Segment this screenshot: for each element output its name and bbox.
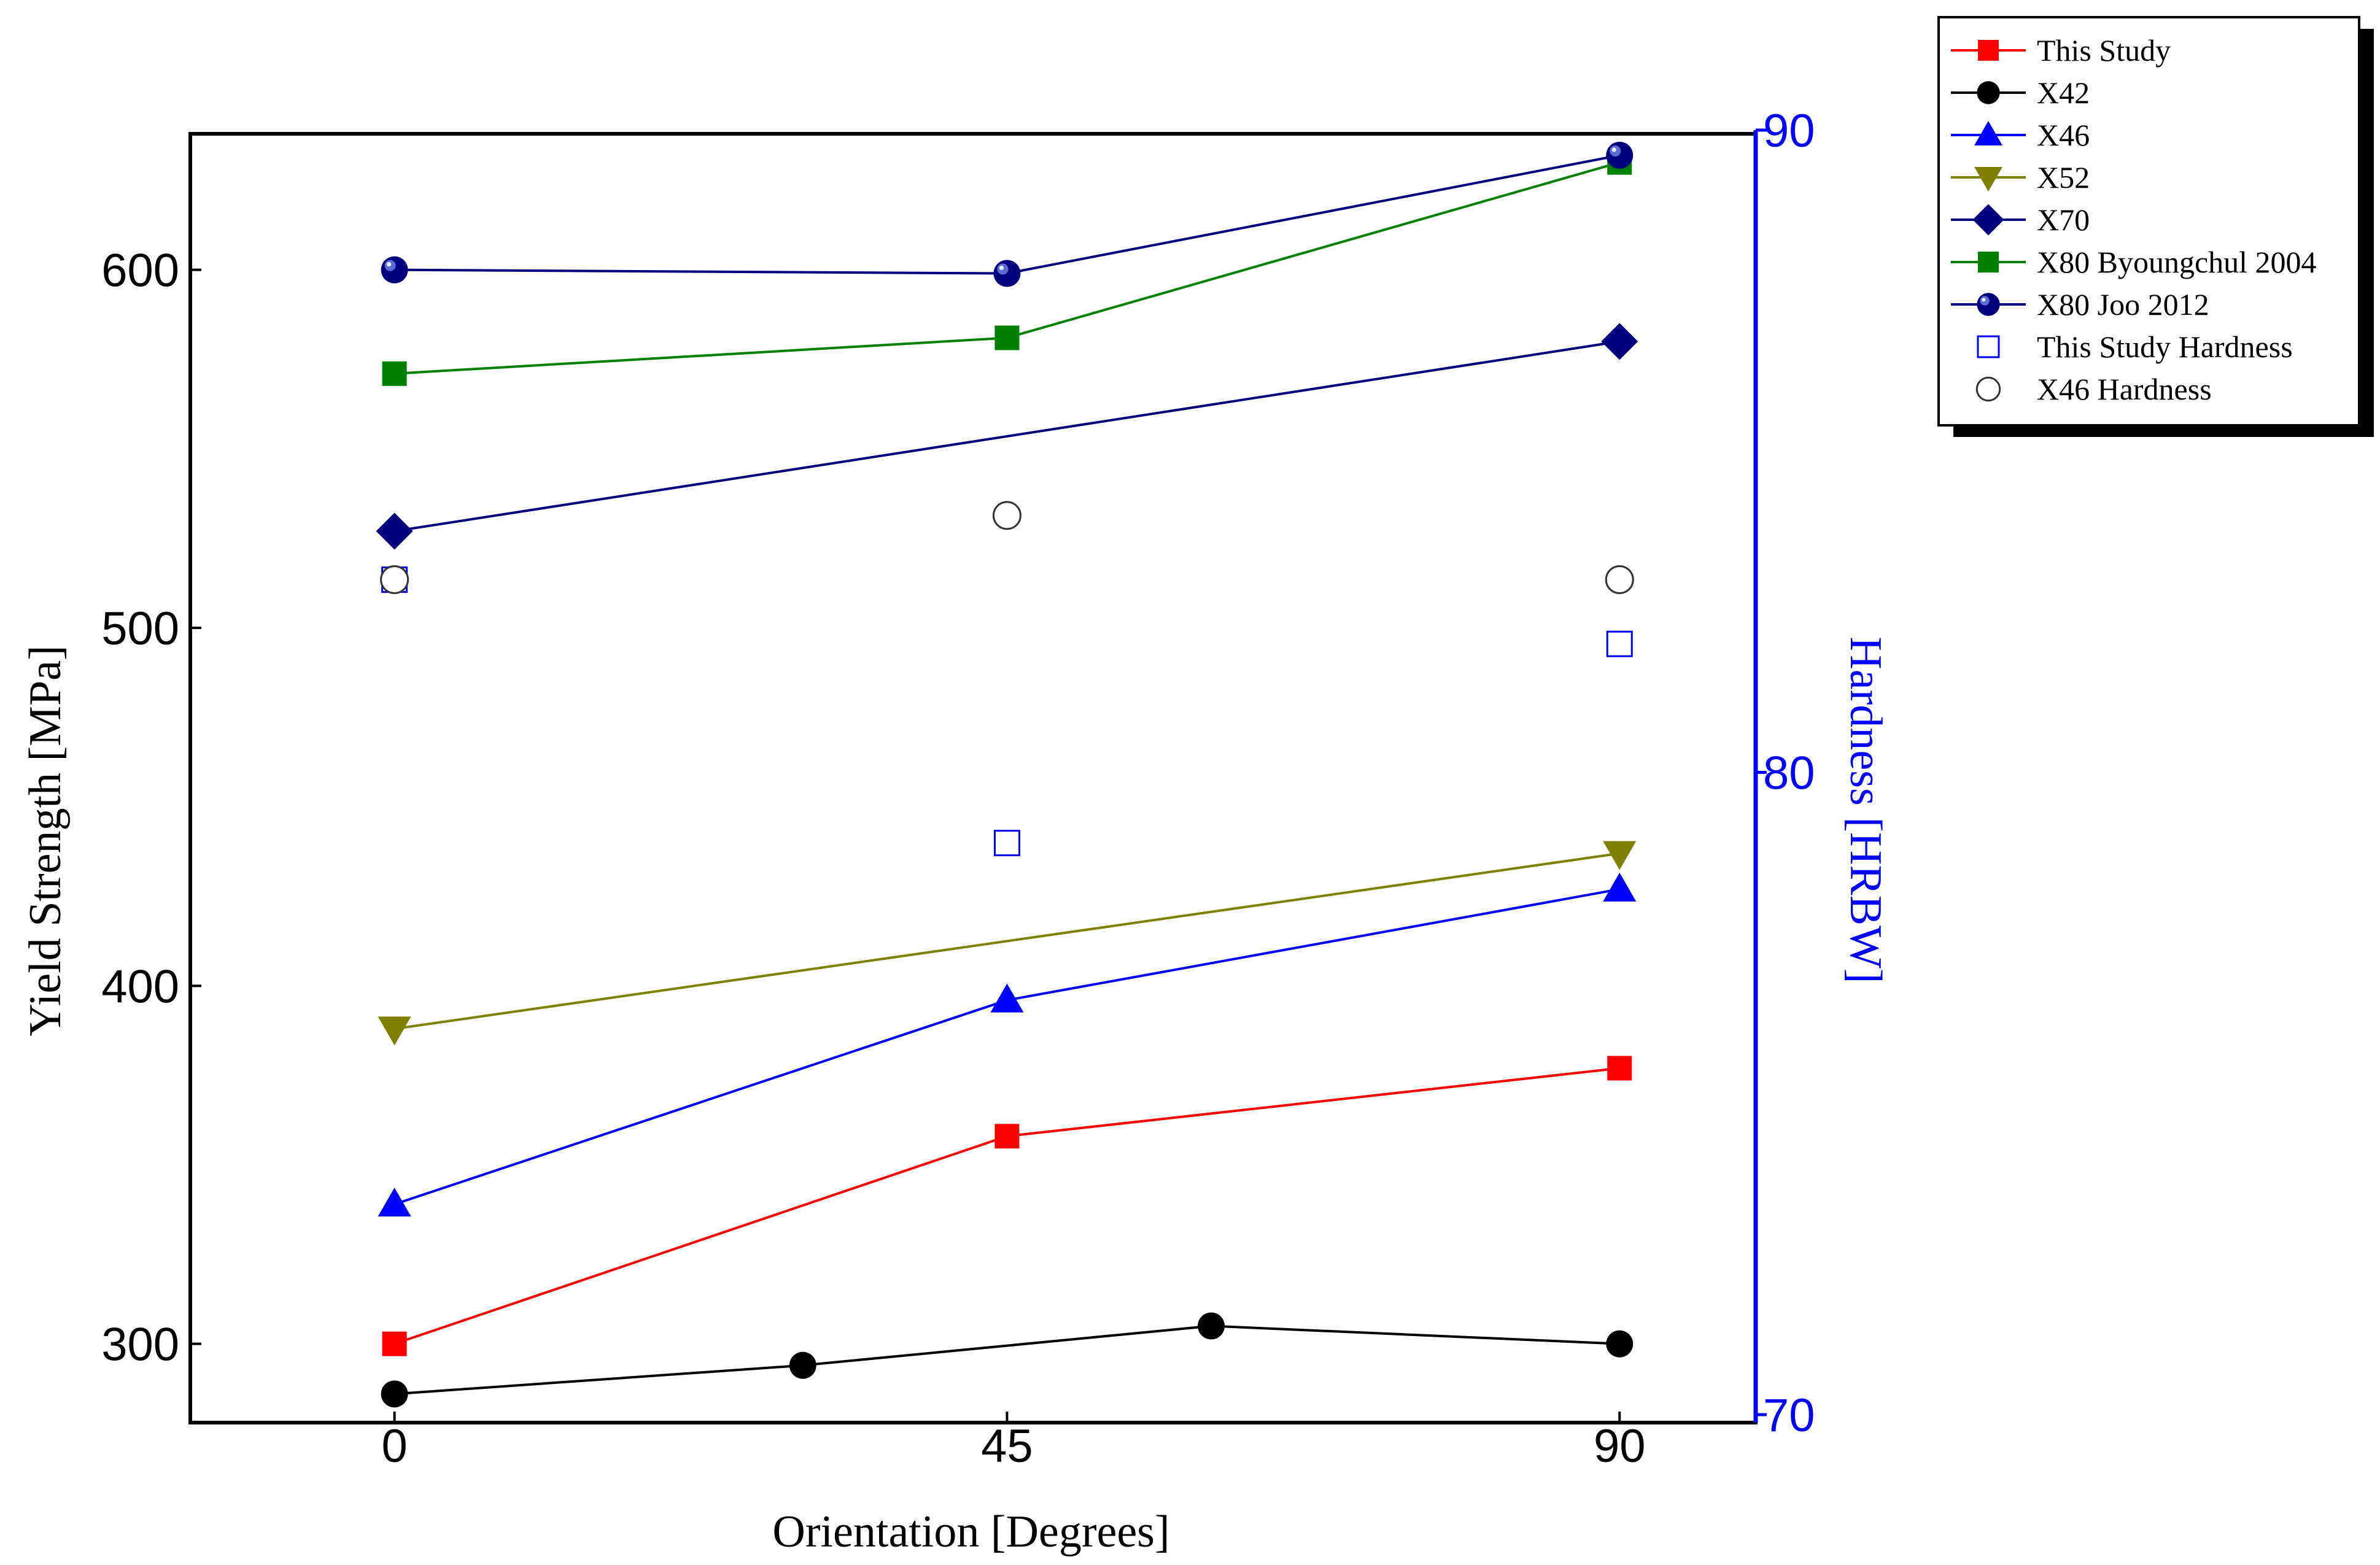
data-point-x80-joo-2012: [381, 256, 408, 284]
y-axis-title: Yield Strength [MPa]: [20, 645, 71, 1036]
legend: This Study X42 X46 X52 X70 X80 Byoungchul 200…: [1937, 16, 2374, 437]
data-point-this-study-hardness: [1606, 630, 1633, 657]
data-point-x46: [378, 1188, 411, 1217]
data-point-x52: [378, 1016, 411, 1046]
x-tick-label: 90: [1594, 1420, 1646, 1472]
legend-box: [1937, 16, 2360, 427]
legend-label: X42: [2037, 75, 2090, 110]
data-point-x42: [1198, 1312, 1225, 1340]
legend-item-x42: X42: [1951, 75, 2090, 110]
legend-item-x46: X46: [1951, 118, 2090, 152]
data-point-x70: [376, 512, 413, 550]
data-point-this-study: [994, 1124, 1020, 1149]
legend-item-x52: X52: [1951, 160, 2090, 195]
legend-marker: [1974, 121, 2002, 145]
series-line-x42: [394, 1324, 1620, 1396]
series-line-x46: [393, 887, 1620, 1206]
legend-marker: [1978, 252, 1999, 272]
data-point-x80-byoungchul-2004: [382, 361, 407, 386]
y-tick-label: 600: [101, 245, 179, 297]
data-point-x46-hardness: [992, 501, 1021, 530]
data-point-x42: [789, 1351, 816, 1379]
legend-marker: [1975, 376, 2001, 402]
data-point-x42: [1606, 1330, 1634, 1358]
data-point-x46: [990, 983, 1024, 1013]
series-line-x52: [394, 852, 1620, 1030]
data-point-x46: [1603, 872, 1637, 902]
y2-tick-label: 80: [1763, 748, 1815, 800]
series-line-this-study: [393, 1067, 1620, 1345]
legend-item-x80-joo-2012: X80 Joo 2012: [1951, 287, 2209, 322]
legend-marker: [1977, 81, 2000, 104]
data-point-x80-joo-2012: [1606, 142, 1634, 169]
legend-marker: [1978, 40, 1999, 61]
data-point-this-study-hardness: [993, 830, 1020, 857]
legend-marker: [1974, 167, 2002, 191]
legend-label: X70: [2037, 203, 2090, 237]
legend-item-x80-byoungchul-2004: X80 Byoungchul 2004: [1951, 245, 2317, 279]
data-point-this-study: [1607, 1056, 1632, 1081]
x-tick-label: 45: [981, 1420, 1033, 1472]
series-line-x70: [394, 340, 1620, 533]
legend-marker: [1977, 335, 2000, 358]
tick-labels: 0 45 90 300 400 500 600 70 80 90: [101, 105, 1815, 1472]
data-point-x42: [381, 1380, 408, 1408]
data-point-x46-hardness: [1605, 565, 1634, 595]
legend-label: X46 Hardness: [2037, 372, 2212, 406]
legend-item-this-study: This Study: [1951, 33, 2171, 68]
legend-label: X80 Joo 2012: [2037, 287, 2209, 322]
y2-tick-label: 90: [1763, 105, 1815, 157]
legend-label: X52: [2037, 160, 2090, 195]
legend-item-x70: X70: [1951, 203, 2090, 237]
data-point-x52: [1603, 841, 1637, 870]
legend-item-this-study-hardness: This Study Hardness: [1977, 330, 2293, 364]
data-point-x80-byoungchul-2004: [994, 325, 1020, 350]
data-point-x70: [1601, 323, 1638, 360]
legend-item-x46-hardness: X46 Hardness: [1975, 372, 2212, 406]
plot-area-frame: [188, 132, 1758, 1424]
legend-marker: [1972, 204, 2004, 236]
data-point-x80-joo-2012: [993, 260, 1021, 287]
y-tick-label: 300: [101, 1319, 179, 1371]
legend-label: X46: [2037, 118, 2090, 152]
axis-ticks: [190, 128, 1767, 1423]
legend-marker: [1977, 293, 2000, 316]
y-tick-label: 400: [101, 960, 179, 1013]
y2-tick-label: 70: [1763, 1389, 1815, 1442]
data-point-this-study: [382, 1331, 407, 1356]
legend-label: X80 Byoungchul 2004: [2037, 245, 2317, 279]
x-tick-label: 0: [381, 1420, 407, 1472]
legend-label: This Study Hardness: [2037, 330, 2293, 364]
data-point-x46-hardness: [380, 565, 409, 595]
series-markers: [376, 142, 1638, 1408]
y2-axis-title: Hardness [HRBW]: [1840, 636, 1891, 983]
x-axis-title: Orientation [Degrees]: [772, 1507, 1169, 1557]
y-tick-label: 500: [101, 603, 179, 655]
legend-label: This Study: [2037, 33, 2171, 68]
